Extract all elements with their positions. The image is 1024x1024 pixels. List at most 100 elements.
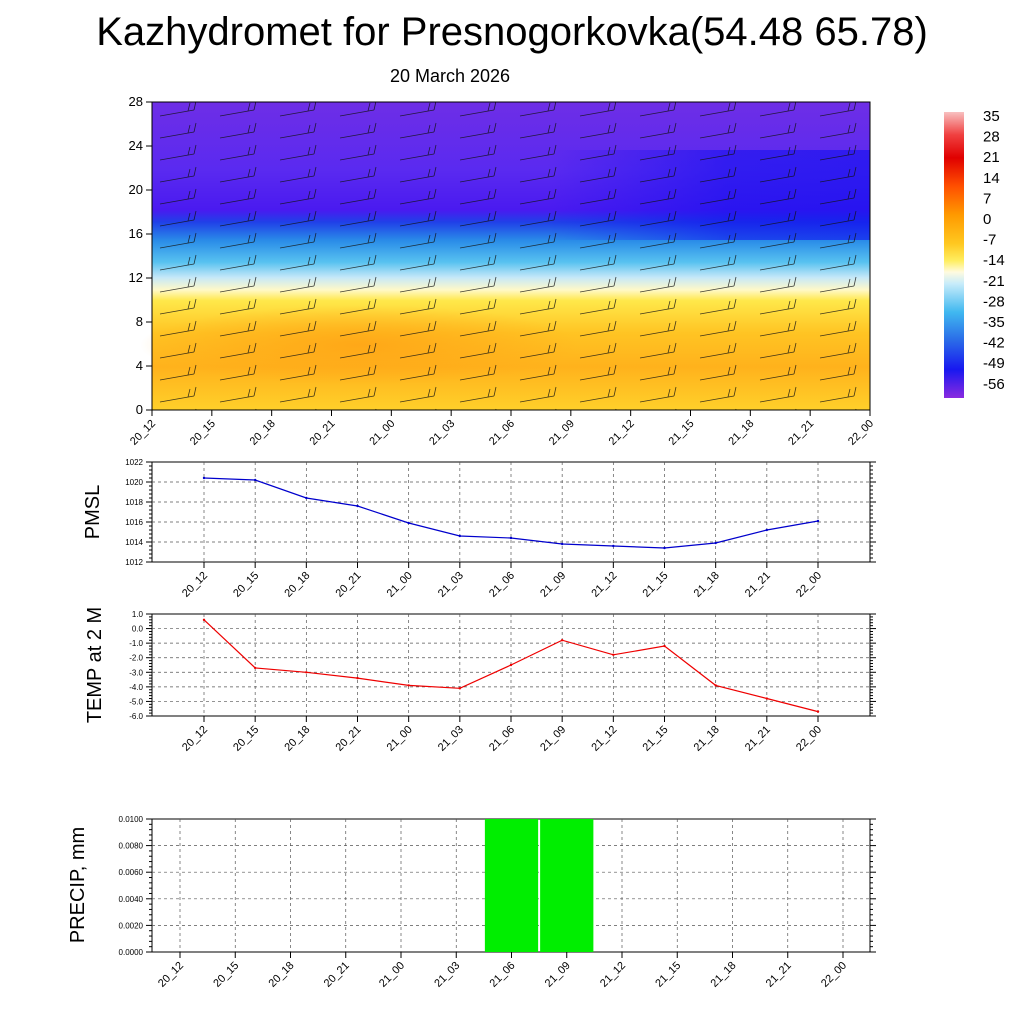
xs-x-tick-label: 20_21 <box>308 418 338 448</box>
pmsl-point <box>765 528 769 532</box>
colorbar-label: -14 <box>983 252 1005 269</box>
temp-point <box>765 697 769 700</box>
x-tick-label: 21_03 <box>436 570 466 600</box>
y-tick-label: 0.0 <box>132 625 144 634</box>
pmsl-point <box>560 542 564 546</box>
colorbar-label: 21 <box>983 149 1000 166</box>
xs-x-tick-label: 21_03 <box>427 418 457 448</box>
temp-point <box>458 687 462 690</box>
temp-point <box>612 653 615 656</box>
y-tick-label: 1022 <box>125 458 143 467</box>
x-tick-label: 21_15 <box>641 570 671 600</box>
y-tick-label: 1018 <box>125 498 143 507</box>
colorbar-label: -21 <box>983 273 1005 290</box>
xs-x-tick-label: 20_18 <box>248 418 278 448</box>
temp-point <box>407 684 410 687</box>
y-tick-label: 0.0100 <box>119 815 144 824</box>
x-tick-label: 21_00 <box>385 724 415 754</box>
xs-x-tick-label: 21_09 <box>547 418 577 448</box>
xs-x-tick-label: 21_06 <box>487 418 517 448</box>
xs-x-tick-label: 21_12 <box>607 418 637 448</box>
colorbar-label: -7 <box>983 232 996 249</box>
pmsl-point <box>202 476 206 480</box>
y-tick-label: 0.0000 <box>119 948 144 957</box>
x-tick-label: 21_00 <box>385 570 415 600</box>
xs-y-tick-label: 12 <box>129 270 143 285</box>
x-tick-label: 21_03 <box>432 960 462 990</box>
xs-x-tick-label: 21_21 <box>786 418 816 448</box>
pmsl-point <box>356 504 359 508</box>
chart-subtitle: 20 March 2026 <box>389 66 511 86</box>
y-tick-label: -4.0 <box>129 683 143 692</box>
y-tick-label: 0.0020 <box>119 921 144 930</box>
pmsl-point <box>253 478 257 482</box>
x-tick-label: 21_15 <box>641 724 671 754</box>
x-tick-label: 21_18 <box>692 724 722 754</box>
precip-bar <box>484 819 539 952</box>
cross-section-x-axis: 20_12 20_15 20_18 20_21 21_00 21_03 21_06 21_09… <box>128 410 876 448</box>
temp-point <box>663 644 666 648</box>
pmsl-point <box>509 536 513 540</box>
pmsl-point <box>612 544 615 548</box>
xs-y-tick-label: 28 <box>129 94 143 109</box>
temp-point <box>714 684 717 687</box>
colorbar-label: -28 <box>983 293 1005 310</box>
colorbar-label: -42 <box>983 335 1005 352</box>
pmsl-point <box>458 534 462 538</box>
x-tick-label: 20_21 <box>334 724 364 754</box>
y-tick-label: -1.0 <box>129 639 143 648</box>
x-tick-label: 21_18 <box>692 570 722 600</box>
temp-ylabel: TEMP at 2 M <box>84 607 106 723</box>
x-tick-label: 21_12 <box>598 960 628 990</box>
x-tick-label: 20_15 <box>231 724 261 754</box>
colorbar-label: 14 <box>983 170 1000 187</box>
x-tick-label: 20_12 <box>180 724 210 754</box>
y-tick-label: 1020 <box>125 478 143 487</box>
xs-x-tick-label: 22_00 <box>846 418 876 448</box>
precip-ylabel: PRECIP, mm <box>67 827 89 943</box>
colorbar-label: 0 <box>983 211 991 228</box>
y-tick-label: 1016 <box>125 518 143 527</box>
x-tick-label: 21_00 <box>377 960 407 990</box>
x-tick-label: 22_00 <box>794 570 824 600</box>
colorbar-label: -56 <box>983 376 1005 393</box>
colorbar-label: 7 <box>983 190 991 207</box>
xs-x-tick-label: 21_00 <box>367 418 397 448</box>
y-tick-label: 0.0080 <box>119 842 144 851</box>
y-tick-label: -5.0 <box>129 697 143 706</box>
y-tick-label: 1014 <box>125 538 143 547</box>
temp-point <box>356 676 359 680</box>
pmsl-point <box>663 546 666 550</box>
x-tick-label: 21_15 <box>653 960 683 990</box>
x-tick-label: 20_15 <box>231 570 261 600</box>
colorbar: 35 28 21 14 7 0 -7 -14 -21 -28 -35 -42 -49 -56 <box>944 108 1005 398</box>
x-tick-label: 21_12 <box>589 724 619 754</box>
x-tick-label: 21_12 <box>589 570 619 600</box>
y-tick-label: 1012 <box>125 558 143 567</box>
temp-point <box>202 618 206 622</box>
temp-point <box>253 666 257 670</box>
temp-point <box>560 639 564 642</box>
xs-y-tick-label: 20 <box>129 182 143 197</box>
colorbar-label: 28 <box>983 129 1000 146</box>
temp-point <box>509 663 513 667</box>
colorbar-label: 35 <box>983 108 1000 125</box>
x-tick-label: 20_12 <box>156 960 186 990</box>
xs-x-tick-label: 20_12 <box>128 418 158 448</box>
wind-barbs <box>152 102 870 410</box>
pmsl-ylabel: PMSL <box>82 485 104 539</box>
y-tick-label: 1.0 <box>132 610 144 619</box>
pmsl-point <box>714 541 717 545</box>
y-tick-label: -2.0 <box>129 654 143 663</box>
y-tick-label: 0.0060 <box>119 868 144 877</box>
x-tick-label: 21_09 <box>543 960 573 990</box>
x-tick-label: 20_21 <box>334 570 364 600</box>
precip-bar <box>540 819 594 952</box>
x-tick-label: 20_18 <box>267 960 297 990</box>
xs-x-tick-label: 21_15 <box>667 418 697 448</box>
x-tick-label: 21_21 <box>743 570 773 600</box>
pmsl-point <box>407 521 410 525</box>
x-tick-label: 20_15 <box>211 960 241 990</box>
